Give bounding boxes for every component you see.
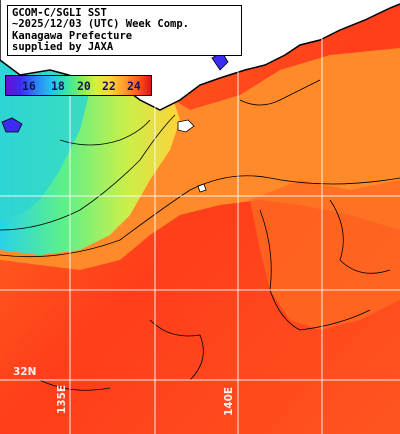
island-tiny: [197, 183, 207, 193]
eastern-moderate-water: [250, 180, 400, 330]
colorbar-tick-18: 18: [51, 79, 65, 93]
title-line-product: GCOM-C/SGLI SST: [12, 7, 107, 19]
title-line-region: Kanagawa Prefecture: [12, 29, 133, 42]
coldest-coastal-water: [0, 60, 90, 220]
island-small: [177, 119, 195, 133]
title-line-date: ~2025/12/03 (UTC) Week Comp.: [12, 18, 190, 31]
latitude-label: 32N: [13, 366, 37, 378]
island-shikoku-west: [1, 117, 23, 133]
map-title-box: GCOM-C/SGLI SST ~2025/12/03 (UTC) Week C…: [7, 5, 242, 56]
longitude-label-135: 135E: [56, 384, 68, 414]
colorbar-tick-16: 16: [22, 79, 36, 93]
coastline: [0, 0, 400, 111]
colorbar-tick-24: 24: [127, 79, 141, 93]
longitude-label-140: 140E: [223, 386, 235, 416]
colorbar-tick-20: 20: [77, 79, 91, 93]
isotherm-contours: [0, 79, 400, 391]
temperature-colorbar: 16 18 20 22 24: [5, 75, 152, 96]
title-line-supplier: supplied by JAXA: [12, 41, 114, 54]
colorbar-tick-22: 22: [102, 79, 116, 93]
